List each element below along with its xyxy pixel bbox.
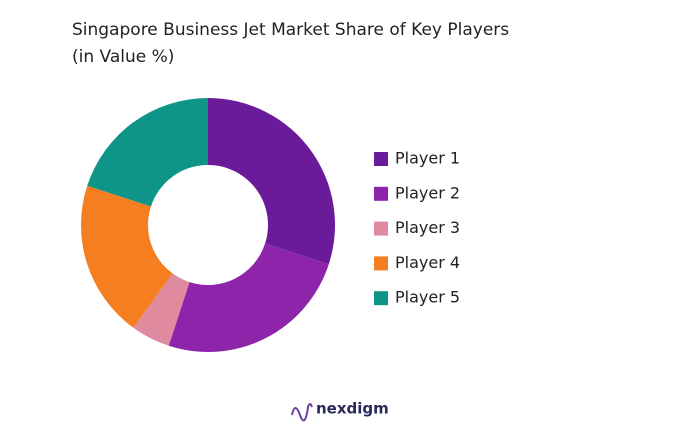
legend-swatch (374, 186, 388, 201)
legend-swatch (374, 152, 388, 166)
legend-label: Player 1 (395, 149, 460, 168)
legend-swatch (374, 256, 388, 271)
donut-slice (208, 98, 335, 265)
watermark: nexdigm (316, 400, 389, 418)
legend-swatch (374, 221, 388, 236)
legend-swatch (374, 291, 388, 306)
donut-slice (87, 98, 208, 207)
donut-slice (81, 185, 173, 328)
chart-subtitle: (in Value %) (72, 47, 174, 67)
logo-icon (291, 403, 313, 422)
legend-label: Player 3 (395, 218, 460, 237)
legend-label: Player 2 (395, 183, 460, 202)
legend-label: Player 5 (395, 288, 460, 307)
legend-label: Player 4 (395, 253, 460, 272)
donut-slice (168, 243, 329, 352)
donut-slice (133, 273, 190, 346)
chart-title: Singapore Business Jet Market Share of K… (72, 20, 509, 40)
